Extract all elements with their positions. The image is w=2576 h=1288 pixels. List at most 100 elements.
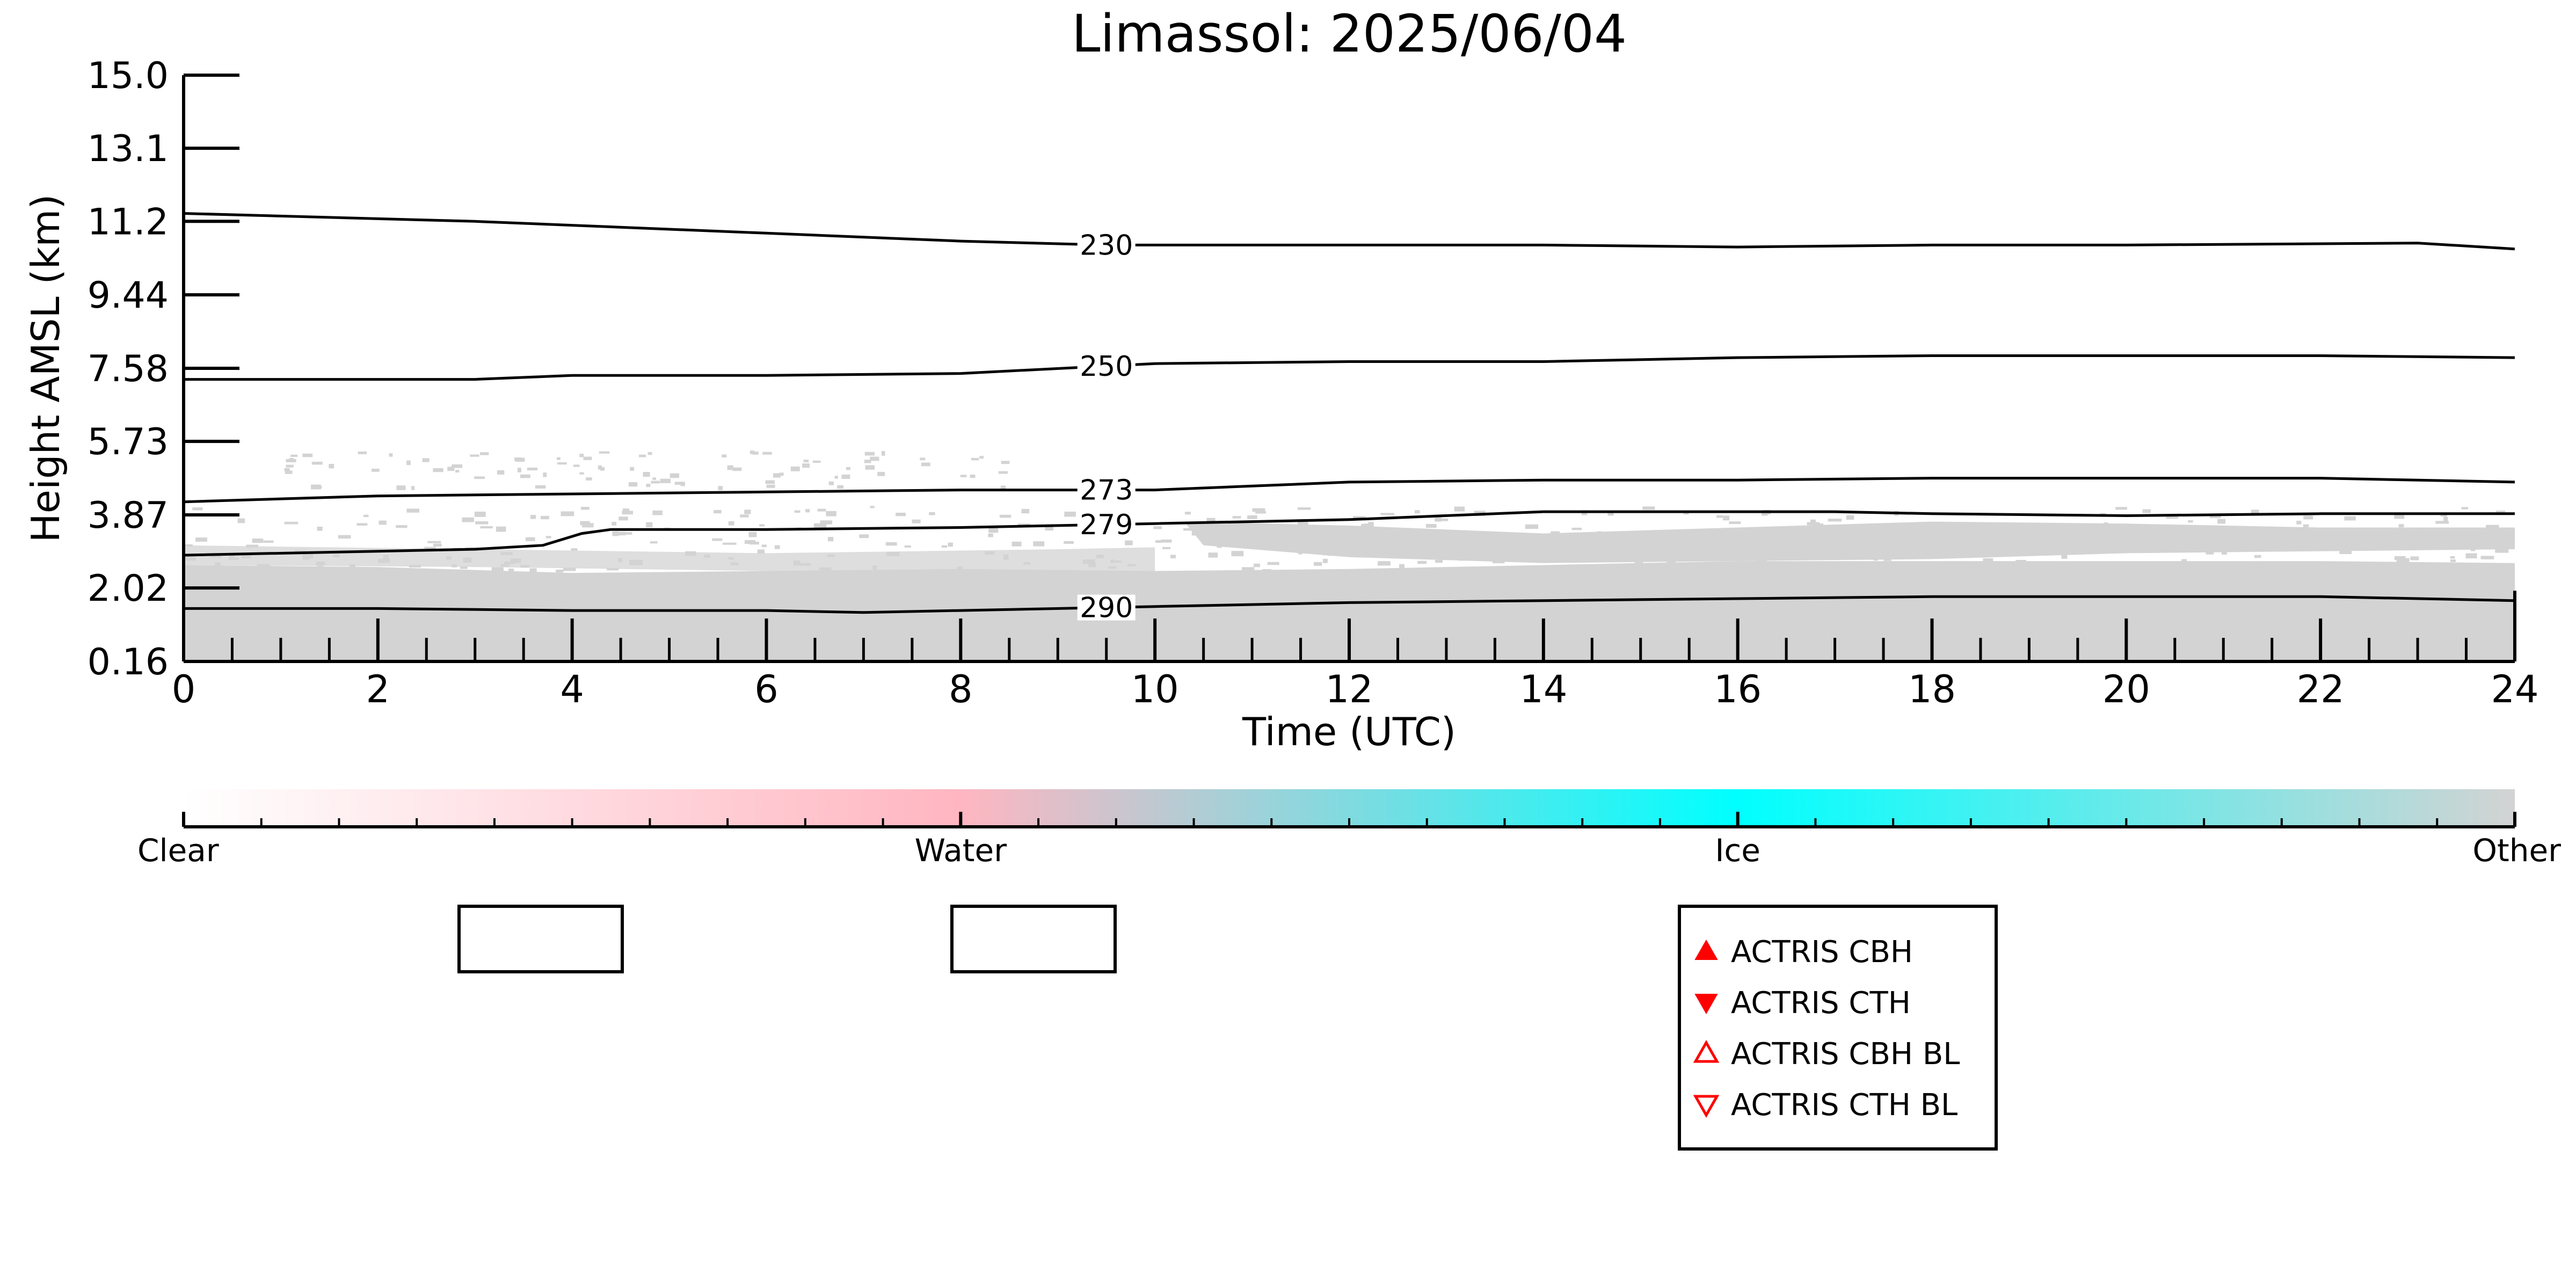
contour-label-mask bbox=[1077, 353, 1136, 379]
cloud-speckle bbox=[561, 511, 574, 516]
cloud-speckle bbox=[685, 551, 696, 556]
cloud-speckle bbox=[2303, 524, 2309, 528]
cloud-speckle bbox=[652, 510, 663, 515]
cloud-speckle bbox=[646, 483, 651, 487]
cloud-speckle bbox=[612, 531, 619, 536]
cloud-speckle bbox=[241, 555, 251, 558]
cloud-speckle bbox=[999, 514, 1012, 518]
cloud-speckle bbox=[828, 481, 834, 485]
cloud-speckle bbox=[1653, 553, 1661, 558]
cloud-speckle bbox=[1714, 542, 1727, 546]
cloud-speckle bbox=[1813, 537, 1824, 543]
cloud-speckle bbox=[337, 576, 346, 580]
cloud-speckle bbox=[1045, 526, 1054, 531]
cloud-speckle bbox=[2033, 579, 2045, 584]
cloud-speckle bbox=[237, 518, 245, 523]
cloud-speckle bbox=[1481, 538, 1487, 542]
x-axis-label: Time (UTC) bbox=[1242, 709, 1456, 754]
cloud-speckle bbox=[1184, 512, 1191, 515]
marker-legend-frame bbox=[1678, 905, 1998, 1151]
cloud-speckle bbox=[674, 482, 683, 485]
cloud-speckle bbox=[1231, 551, 1244, 557]
cloud-speckle bbox=[302, 554, 310, 560]
cloud-speckle bbox=[2104, 522, 2108, 526]
cloud-speckle bbox=[859, 534, 869, 539]
cloud-speckle bbox=[1000, 485, 1006, 490]
cloud-speckle bbox=[1983, 558, 1993, 562]
cloud-speckle bbox=[500, 552, 513, 555]
cloud-speckle bbox=[657, 575, 670, 580]
cloud-speckle bbox=[1183, 528, 1195, 531]
contour-273 bbox=[184, 477, 2515, 504]
cloud-speckle bbox=[2237, 571, 2243, 574]
y-tick-label: 0.16 bbox=[88, 641, 169, 683]
cloud-speckle bbox=[1111, 561, 1122, 563]
cloud-speckle bbox=[1755, 558, 1767, 562]
cloud-speckle bbox=[872, 565, 877, 570]
colorbar-label-clear: Clear bbox=[137, 832, 219, 869]
cloud-speckle bbox=[1414, 510, 1420, 514]
cloud-speckle bbox=[185, 557, 197, 561]
cloud-speckle bbox=[1247, 539, 1261, 542]
contour-label-290: 290 bbox=[1080, 592, 1133, 624]
triangle-down-open-marker bbox=[1693, 1095, 1720, 1118]
cloud-speckle bbox=[628, 482, 638, 487]
contour-label-230: 230 bbox=[1080, 229, 1133, 261]
cloud-speckle bbox=[1088, 562, 1096, 567]
cloud-speckle bbox=[998, 471, 1008, 474]
cloud-speckle bbox=[740, 514, 749, 518]
cloud-speckle bbox=[2129, 529, 2140, 534]
cloud-speckle bbox=[1313, 573, 1322, 578]
cloud-speckle bbox=[744, 540, 756, 544]
cloud-speckle bbox=[1001, 461, 1010, 464]
cloud-speckle bbox=[630, 467, 635, 471]
cloud-speckle bbox=[1380, 513, 1394, 515]
cloud-speckle bbox=[377, 558, 390, 563]
cloud-speckle bbox=[1642, 506, 1655, 510]
cloud-speckle bbox=[1589, 550, 1601, 555]
triangle-up-filled-marker bbox=[1694, 939, 1718, 960]
cloud-speckle bbox=[712, 538, 723, 541]
cloud-speckle bbox=[834, 476, 838, 479]
cloud-speckle bbox=[289, 458, 294, 461]
cloud-speckle bbox=[580, 507, 590, 510]
cloud-speckle bbox=[2188, 520, 2193, 523]
cloud-speckle bbox=[1558, 550, 1565, 555]
cloud-speckle bbox=[284, 468, 290, 471]
cloud-speckle bbox=[979, 456, 984, 459]
cloud-speckle bbox=[411, 486, 415, 490]
cloud-speckle bbox=[447, 467, 455, 471]
cloud-speckle bbox=[1021, 509, 1030, 514]
cloud-speckle bbox=[2296, 520, 2302, 525]
cloud-speckle bbox=[500, 564, 510, 567]
contour-label-mask bbox=[1077, 232, 1136, 258]
cloud-speckle bbox=[2142, 509, 2151, 513]
cloud-speckle bbox=[865, 465, 875, 470]
cloud-speckle bbox=[976, 573, 987, 576]
cloud-speckle bbox=[2418, 528, 2425, 532]
cloud-speckle bbox=[535, 485, 546, 489]
contour-label-mask bbox=[1077, 512, 1136, 538]
cloud-speckle bbox=[643, 472, 650, 477]
cloud-speckle bbox=[1504, 567, 1517, 571]
contour-label-279: 279 bbox=[1080, 509, 1133, 541]
cloud-speckle bbox=[1253, 563, 1260, 567]
cloud-speckle bbox=[496, 526, 506, 532]
contour-230 bbox=[184, 212, 2515, 251]
cloud-speckle bbox=[749, 450, 754, 454]
cloud-speckle bbox=[827, 537, 834, 542]
cloud-speckle bbox=[670, 473, 680, 478]
cloud-speckle bbox=[918, 576, 929, 579]
cloud-speckle bbox=[1162, 547, 1171, 549]
cloud-speckle bbox=[1679, 572, 1686, 578]
cloud-speckle bbox=[216, 578, 225, 584]
cloud-speckle bbox=[2417, 544, 2429, 548]
cloud-speckle bbox=[2082, 535, 2092, 537]
cloud-speckle bbox=[1415, 549, 1421, 555]
cloud-speckle bbox=[1255, 511, 1266, 514]
cloud-speckle bbox=[252, 539, 264, 543]
cloud-speckle bbox=[396, 485, 406, 490]
cloud-speckle bbox=[2450, 559, 2456, 562]
cloud-speckle bbox=[618, 558, 623, 562]
